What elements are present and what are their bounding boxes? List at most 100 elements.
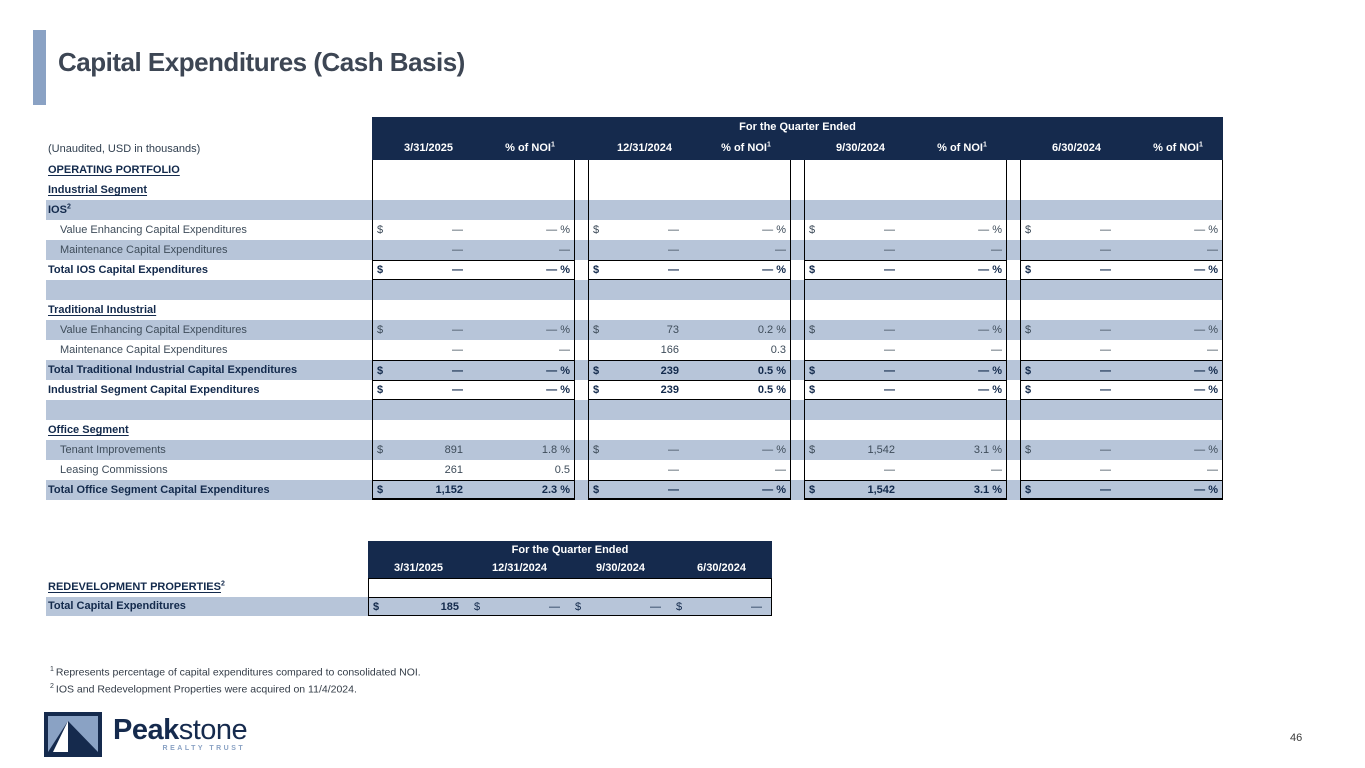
- quarter-label: 3/31/2025: [394, 562, 443, 574]
- table-row: Value Enhancing Capital Expenditures $ — — …: [46, 220, 1223, 240]
- pct-of-noi-value: 0.5: [554, 464, 570, 476]
- amount-value: —: [884, 224, 895, 236]
- row-label: Industrial Segment Capital Expenditures: [48, 384, 260, 396]
- capex-table-header: For the Quarter Ended 3/31/2025 % of NOI…: [372, 117, 1223, 160]
- amount-value: —: [668, 264, 679, 276]
- page-number: 46: [1290, 732, 1303, 744]
- pct-of-noi-label: % of NOI1: [721, 141, 771, 154]
- logo-tagline: REALTY TRUST: [162, 745, 246, 752]
- pct-of-noi-value: — %: [762, 483, 786, 496]
- table-cell: $ — — %: [588, 440, 791, 460]
- amount-value: —: [884, 364, 895, 377]
- dollar-sign: $: [593, 483, 600, 496]
- dollar-sign: $: [575, 601, 582, 613]
- table-row: IOS2: [46, 200, 1223, 220]
- dollar-sign: $: [377, 264, 384, 276]
- table-row: [46, 280, 1223, 300]
- pct-of-noi-value: —: [991, 464, 1002, 476]
- amount-value: —: [1100, 344, 1111, 356]
- table-cell: [804, 420, 1007, 440]
- quarter-label: 3/31/2025: [404, 142, 453, 154]
- table-cell: — —: [804, 460, 1007, 480]
- table-cell: — —: [588, 460, 791, 480]
- quarter-label: 6/30/2024: [1052, 142, 1101, 154]
- table-row: Total Office Segment Capital Expenditure…: [46, 480, 1223, 500]
- row-label: Total IOS Capital Expenditures: [48, 264, 208, 276]
- row-label: Value Enhancing Capital Expenditures: [60, 224, 247, 236]
- row-label: Total Capital Expenditures: [48, 600, 186, 612]
- amount-value: —: [452, 324, 463, 336]
- dollar-sign: $: [474, 601, 481, 613]
- pct-of-noi-value: — %: [546, 384, 570, 396]
- table-cell: [804, 400, 1007, 420]
- amount-value: —: [884, 384, 895, 396]
- table-cell: [804, 300, 1007, 320]
- table-cell: [372, 280, 575, 300]
- amount-value: 261: [444, 464, 463, 476]
- dollar-sign: $: [377, 364, 384, 377]
- pct-of-noi-value: — %: [546, 324, 570, 336]
- pct-of-noi-value: 0.2 %: [757, 324, 786, 336]
- dollar-sign: $: [676, 601, 683, 613]
- amount-value: —: [884, 324, 895, 336]
- row-label: Traditional Industrial: [48, 304, 157, 316]
- table-cell: $ — — %: [1020, 220, 1223, 240]
- pct-of-noi-value: 0.5 %: [757, 364, 786, 377]
- dollar-sign: $: [1025, 483, 1032, 496]
- redevelopment-column-headers: 3/31/2025 12/31/2024 9/30/2024 6/30/2024: [368, 559, 772, 577]
- pct-of-noi-value: — %: [978, 264, 1002, 276]
- table-cell: [372, 400, 575, 420]
- dollar-sign: $: [377, 384, 384, 396]
- table-cell: [588, 400, 791, 420]
- table-row: Value Enhancing Capital Expenditures $ — — …: [46, 320, 1223, 340]
- table-row: Maintenance Capital Expenditures — —166 0.3…: [46, 340, 1223, 360]
- table-cell: [588, 200, 791, 220]
- amount-value: —: [884, 244, 895, 256]
- table-cell: $ — — %: [804, 260, 1007, 280]
- table-cell: $ — — %: [1020, 320, 1223, 340]
- table-cell: $239 0.5 %: [588, 380, 791, 400]
- column-group-header: 9/30/2024 % of NOI1: [804, 138, 1007, 158]
- dollar-sign: $: [1025, 264, 1032, 276]
- table-cell: $1,542 3.1 %: [804, 440, 1007, 460]
- dollar-sign: $: [1025, 444, 1032, 456]
- amount-value: —: [452, 384, 463, 396]
- footnote: 2 IOS and Redevelopment Properties were a…: [50, 683, 357, 696]
- dollar-sign: $: [809, 324, 816, 336]
- amount-value: —: [452, 244, 463, 256]
- amount-value: —: [1100, 464, 1111, 476]
- table-cell: $ — — %: [588, 480, 791, 500]
- row-label: Total Office Segment Capital Expenditure…: [48, 484, 270, 496]
- dollar-sign: $: [377, 444, 384, 456]
- pct-of-noi-label: % of NOI1: [505, 141, 555, 154]
- dollar-sign: $: [809, 364, 816, 377]
- table-cell: — —: [1020, 240, 1223, 260]
- redevelopment-table-body: REDEVELOPMENT PROPERTIES2 Total Capital E…: [46, 578, 772, 616]
- amount-value: —: [452, 264, 463, 276]
- dollar-sign: $: [809, 384, 816, 396]
- amount-value: —: [1100, 444, 1111, 456]
- pct-of-noi-value: —: [775, 244, 786, 256]
- table-cell: [469, 578, 570, 597]
- table-cell: [1020, 300, 1223, 320]
- amount-value: —: [1100, 224, 1111, 236]
- table-cell: [372, 420, 575, 440]
- quarter-label: 12/31/2024: [491, 562, 548, 574]
- table-cell: — —: [372, 340, 575, 360]
- column-group-header: 12/31/2024 % of NOI1: [588, 138, 791, 158]
- quarter-ended-label: For the Quarter Ended: [739, 121, 856, 133]
- table-cell: [804, 280, 1007, 300]
- redevelopment-table-header: For the Quarter Ended 3/31/2025 12/31/20…: [368, 541, 772, 578]
- table-cell: [372, 160, 575, 180]
- dollar-sign: $: [593, 444, 600, 456]
- dollar-sign: $: [1025, 224, 1032, 236]
- quarter-label: 12/31/2024: [616, 142, 673, 154]
- amount-value: —: [1100, 324, 1111, 336]
- row-label: [46, 400, 372, 420]
- row-label: Maintenance Capital Expenditures: [60, 344, 228, 356]
- table-row: [46, 400, 1223, 420]
- table-cell: $ — — %: [372, 220, 575, 240]
- dollar-sign: $: [1025, 364, 1032, 377]
- title-accent-bar: [33, 30, 46, 105]
